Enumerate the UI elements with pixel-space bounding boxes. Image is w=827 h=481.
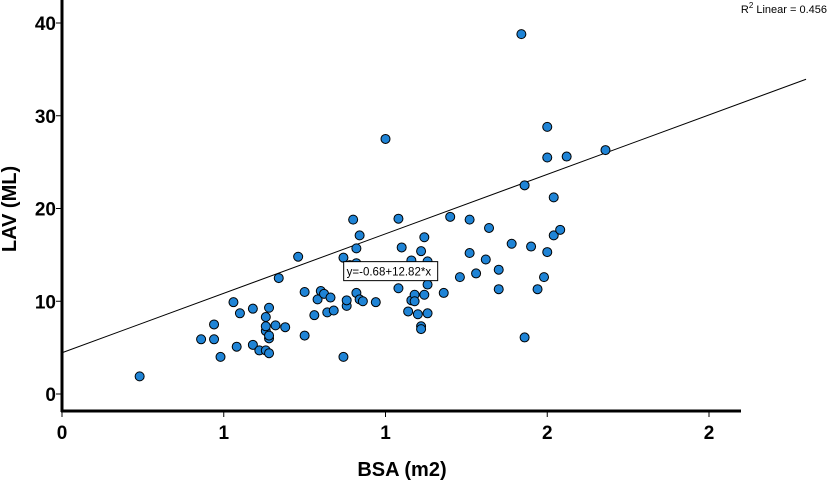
data-point — [548, 192, 559, 203]
data-point — [134, 371, 145, 382]
data-point — [396, 242, 407, 253]
data-point — [325, 292, 336, 303]
y-tick-label: 0 — [45, 385, 56, 406]
data-point — [419, 232, 430, 243]
data-point — [493, 284, 504, 295]
data-point — [561, 151, 572, 162]
data-point — [464, 214, 475, 225]
data-point — [264, 302, 275, 313]
x-ticks: 0 1 1 2 2 — [57, 411, 715, 444]
data-point — [419, 289, 430, 300]
data-point — [312, 294, 323, 305]
data-point — [542, 152, 553, 163]
data-point — [338, 351, 349, 362]
data-point — [309, 310, 320, 321]
data-point — [416, 246, 427, 257]
y-tick-label: 40 — [35, 14, 56, 35]
data-point — [228, 297, 239, 308]
data-point — [264, 348, 275, 359]
data-point — [280, 322, 291, 333]
data-point — [542, 247, 553, 258]
data-point — [393, 283, 404, 294]
data-point — [299, 330, 310, 341]
data-point — [493, 264, 504, 275]
r2-sup: 2 — [749, 1, 754, 10]
x-tick-label: 2 — [542, 423, 553, 444]
data-point — [270, 320, 281, 331]
data-point — [422, 279, 433, 290]
data-point — [484, 222, 495, 233]
r2-label: R2 Linear = 0.456 — [741, 1, 827, 16]
data-point — [600, 145, 611, 156]
data-point — [416, 324, 427, 335]
data-point — [412, 309, 423, 320]
data-point — [548, 230, 559, 241]
data-point — [273, 273, 284, 284]
data-point — [532, 284, 543, 295]
y-tick-label: 10 — [35, 292, 56, 313]
data-points — [134, 29, 611, 382]
fit-line — [61, 78, 807, 354]
data-point — [328, 305, 339, 316]
data-point — [215, 351, 226, 362]
fit-equation-label: y=-0.68+12.82*x — [343, 261, 439, 282]
data-point — [247, 339, 258, 350]
y-axis-title: LAV (ML) — [0, 166, 21, 252]
data-point — [409, 296, 420, 307]
data-point — [293, 251, 304, 262]
data-point — [526, 241, 537, 252]
x-tick-label: 1 — [218, 423, 229, 444]
x-axis-title: BSA (m2) — [357, 459, 446, 481]
data-point — [348, 214, 359, 225]
fit-equation-text: y=-0.68+12.82*x — [347, 267, 432, 279]
y-tick-label: 30 — [35, 107, 56, 128]
data-point — [351, 243, 362, 254]
data-point — [519, 332, 530, 343]
data-point — [393, 213, 404, 224]
data-point — [438, 287, 449, 298]
data-point — [370, 297, 381, 308]
data-point — [357, 296, 368, 307]
data-point — [519, 180, 530, 191]
y-tick-label: 20 — [35, 200, 56, 221]
data-point — [234, 308, 245, 319]
r2-prefix: R — [741, 4, 749, 16]
data-point — [209, 334, 220, 345]
data-point — [464, 248, 475, 259]
data-point — [231, 341, 242, 352]
data-point — [338, 252, 349, 263]
data-point — [196, 334, 207, 345]
data-point — [539, 272, 550, 283]
data-point — [299, 286, 310, 297]
data-point — [260, 312, 271, 323]
data-point — [260, 321, 271, 332]
r2-suffix: Linear = 0.456 — [753, 4, 827, 16]
x-tick-label: 0 — [57, 423, 68, 444]
x-tick-label: 1 — [380, 423, 391, 444]
data-point — [555, 224, 566, 235]
data-point — [516, 29, 527, 40]
data-point — [471, 268, 482, 279]
data-point — [454, 272, 465, 283]
data-point — [354, 230, 365, 241]
x-tick-label: 2 — [704, 423, 715, 444]
data-point — [209, 319, 220, 330]
y-ticks: 0 10 20 30 40 — [35, 14, 62, 406]
data-point — [480, 254, 491, 265]
data-point — [542, 121, 553, 132]
data-point — [422, 308, 433, 319]
data-point — [506, 238, 517, 249]
data-point — [380, 133, 391, 144]
data-point — [264, 330, 275, 341]
data-point — [341, 295, 352, 306]
data-point — [247, 303, 258, 314]
data-point — [403, 306, 414, 317]
data-point — [445, 211, 456, 222]
